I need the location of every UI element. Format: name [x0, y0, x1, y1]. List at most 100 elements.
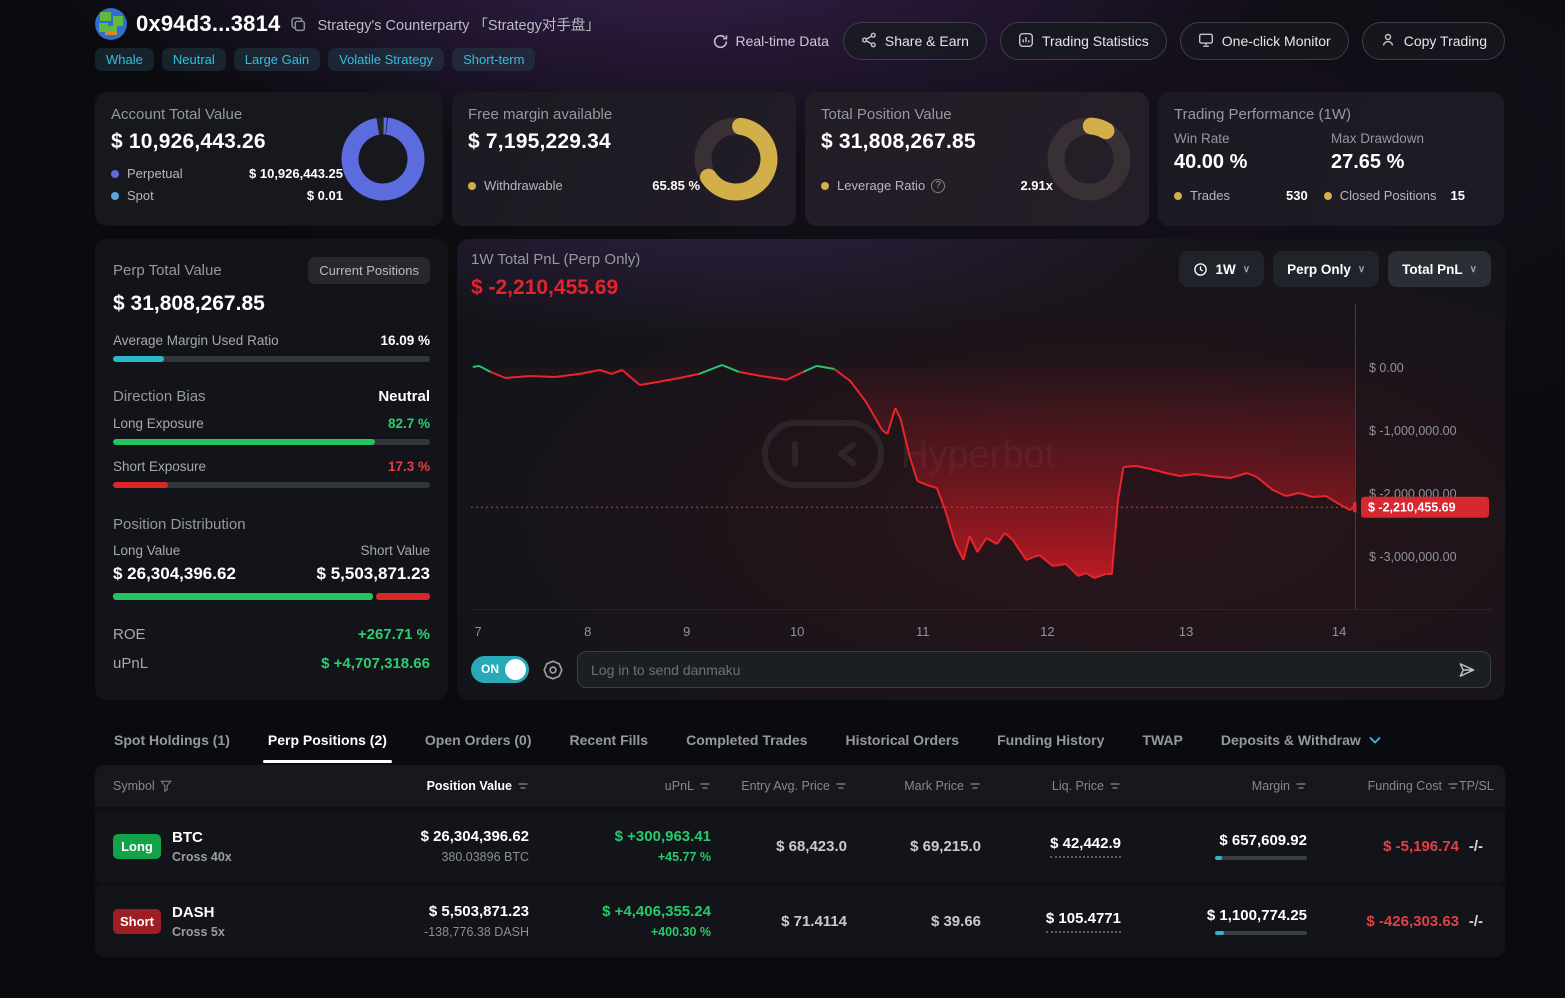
short-value-label: Short Value [360, 543, 430, 558]
copy-address-icon[interactable] [290, 16, 307, 33]
share-earn-button[interactable]: Share & Earn [842, 22, 987, 60]
long-value: $ 26,304,396.62 [113, 564, 236, 583]
cell-mark-price: $ 39.66 [930, 912, 981, 930]
chevron-down-icon: ∨ [1242, 263, 1251, 275]
column-header-funding-cost[interactable]: Funding Cost [1307, 779, 1459, 793]
closed-positions-dot [1323, 191, 1332, 200]
trader-tags: Whale Neutral Large Gain Volatile Strategy S… [95, 48, 600, 71]
chart-title: 1W Total PnL (Perp Only) [471, 251, 641, 268]
tab-completed-trades[interactable]: Completed Trades [686, 732, 808, 748]
direction-bias-label: Direction Bias [113, 388, 206, 405]
trading-statistics-button[interactable]: Trading Statistics [999, 22, 1167, 60]
copy-trading-button[interactable]: Copy Trading [1361, 22, 1505, 60]
realtime-data-button[interactable]: Real-time Data [712, 33, 829, 50]
position-row-btc[interactable]: Long BTC Cross 40x $ 26,304,396.62 380.03896… [95, 810, 1505, 882]
x-tick-label: 13 [1179, 624, 1193, 639]
direction-bias-value: Neutral [378, 388, 430, 405]
tab-spot-holdings-1-[interactable]: Spot Holdings (1) [114, 732, 230, 748]
tag-volatile-strategy[interactable]: Volatile Strategy [328, 48, 445, 71]
position-donut-chart [1043, 113, 1135, 210]
column-header-mark-price[interactable]: Mark Price [847, 779, 981, 793]
1w-dropdown[interactable]: 1W ∨ [1179, 251, 1265, 287]
x-tick-label: 10 [790, 624, 804, 639]
column-header-symbol[interactable]: Symbol [113, 779, 291, 793]
legend-dot [468, 181, 476, 190]
stats-cards: Account Total Value $ 10,926,443.26 Perp… [95, 92, 1505, 226]
total-position-value: $ 31,808,267.85 [821, 130, 976, 153]
sort-icon[interactable] [835, 781, 847, 791]
margin-ratio-label: Average Margin Used Ratio [113, 333, 279, 348]
legend-value: $ 10,926,443.25 [249, 166, 343, 181]
current-pnl-badge [1361, 496, 1489, 518]
upnl-value: $ +4,707,318.66 [321, 655, 430, 672]
legend-item: Withdrawable 65.85 % [468, 178, 700, 193]
danmaku-settings-icon[interactable] [542, 659, 564, 681]
clock-icon [1193, 262, 1208, 277]
tag-neutral[interactable]: Neutral [161, 48, 226, 71]
dropdown-label: 1W [1215, 261, 1236, 277]
filter-icon[interactable] [159, 780, 172, 792]
button-label: Trading Statistics [1041, 33, 1149, 49]
cell-margin: $ 1,100,774.25 [1121, 907, 1307, 935]
max-drawdown-label: Max Drawdown [1331, 131, 1425, 146]
column-header-liq-price[interactable]: Liq. Price [981, 779, 1121, 793]
sort-icon[interactable] [517, 781, 529, 791]
symbol-leverage: Cross 5x [172, 924, 225, 939]
current-positions-badge[interactable]: Current Positions [308, 257, 430, 284]
column-header-tp-sl[interactable]: TP/SL [1459, 779, 1494, 793]
sort-icon[interactable] [969, 781, 981, 791]
sort-icon[interactable] [1295, 781, 1307, 791]
long-value-label: Long Value [113, 543, 181, 558]
sort-icon[interactable] [1109, 781, 1121, 791]
pnl-area-fill [472, 364, 1355, 578]
cell-margin: $ 657,609.92 [1121, 832, 1307, 860]
long-exposure-label: Long Exposure [113, 416, 204, 431]
table-body: Long BTC Cross 40x $ 26,304,396.62 380.03896… [95, 810, 1505, 957]
trades-dot [1174, 191, 1182, 200]
tab-deposits-withdraw[interactable]: Deposits & Withdraw [1220, 732, 1361, 748]
y-tick-label: $ 0.00 [1369, 361, 1404, 375]
symbol-leverage: Cross 40x [172, 849, 232, 864]
column-label: uPnL [664, 779, 694, 793]
margin-ratio-bar [113, 356, 430, 362]
tab-historical-orders[interactable]: Historical Orders [845, 732, 960, 748]
danmaku-input[interactable] [591, 661, 1457, 678]
strategy-subtitle: Strategy's Counterparty 「Strategy对手盘」 [317, 17, 600, 34]
trades-count: 530 [1285, 188, 1308, 203]
danmaku-toggle[interactable]: ON [471, 656, 529, 683]
trades-label: Trades [1190, 188, 1230, 203]
tag-short-term[interactable]: Short-term [452, 48, 536, 71]
account-total-card: Account Total Value $ 10,926,443.26 Perp… [95, 92, 443, 226]
help-icon[interactable]: ? [931, 178, 946, 193]
tag-whale[interactable]: Whale [95, 48, 154, 71]
tab-recent-fills[interactable]: Recent Fills [569, 732, 649, 748]
tab-perp-positions-2-[interactable]: Perp Positions (2) [249, 717, 406, 763]
tab-open-orders-0-[interactable]: Open Orders (0) [424, 732, 532, 748]
tab-funding-history[interactable]: Funding History [997, 732, 1105, 748]
tabs-chevron-down-icon[interactable] [1367, 732, 1383, 748]
column-header-margin[interactable]: Margin [1121, 779, 1307, 793]
column-header-upnl[interactable]: uPnL [529, 779, 711, 793]
short-exposure-value: 17.3 % [387, 459, 430, 474]
perp-only-dropdown[interactable]: Perp Only ∨ [1273, 251, 1380, 287]
x-tick-label: 12 [1040, 624, 1054, 639]
sort-icon[interactable] [699, 781, 711, 791]
column-header-entry-avg-price[interactable]: Entry Avg. Price [711, 779, 847, 793]
tag-large-gain[interactable]: Large Gain [233, 48, 321, 71]
margin-ratio-value: 16.09 % [380, 333, 430, 348]
sort-icon[interactable] [1447, 781, 1459, 791]
column-label: Mark Price [904, 779, 964, 793]
win-rate-value: 40.00 % [1174, 151, 1248, 173]
tab-twap[interactable]: TWAP [1142, 732, 1183, 748]
legend-item: Spot $ 0.01 [111, 188, 343, 203]
column-label: TP/SL [1459, 779, 1494, 793]
cell-symbol: Short DASH Cross 5x [113, 904, 291, 939]
legend-dot [111, 169, 119, 178]
danmaku-send-icon[interactable] [1457, 660, 1477, 680]
long-exposure-value: 82.7 % [387, 416, 430, 431]
total-pnl-dropdown[interactable]: Total PnL ∨ [1388, 251, 1491, 287]
x-tick-label: 8 [584, 624, 591, 639]
position-row-dash[interactable]: Short DASH Cross 5x $ 5,503,871.23 -138,776.… [95, 885, 1505, 957]
one-click-monitor-button[interactable]: One-click Monitor [1179, 22, 1349, 60]
column-header-position-value[interactable]: Position Value [291, 779, 529, 793]
